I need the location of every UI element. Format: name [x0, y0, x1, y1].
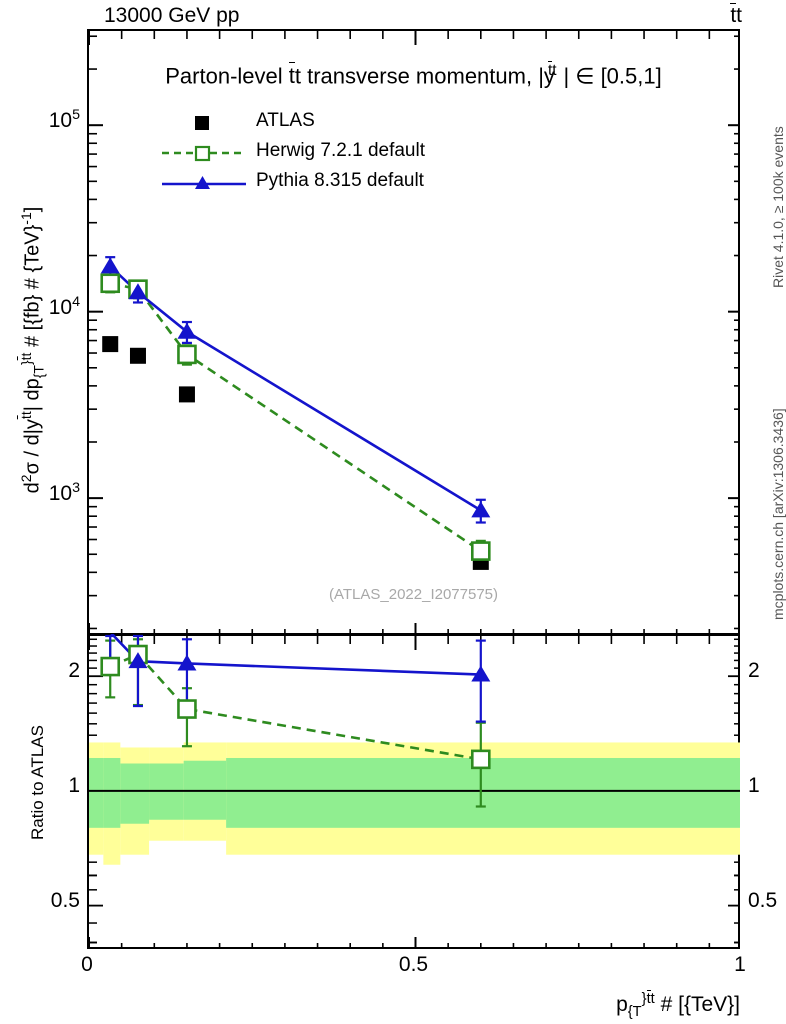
y-tick-label-main-1: 104 [48, 293, 80, 319]
mcplots-caption: mcplots.cern.ch [arXiv:1306.3436] [770, 408, 786, 620]
ratio-series-line-0 [109, 652, 482, 761]
y-tick-label-main-2: 105 [48, 107, 80, 133]
datapoint-main-0-0 [102, 336, 119, 353]
y-tick-label-ratio-2: 2 [68, 659, 80, 683]
uncertainty-band-inner-5 [226, 757, 740, 828]
y-tick-label-ratio-0: 0.5 [50, 888, 80, 912]
datapoint-main-1-0 [100, 273, 121, 294]
legend-label-pythia: Pythia 8.315 default [256, 170, 424, 191]
y-tick-label-ratio-right-1: 1 [748, 773, 760, 797]
datapoint-ratio-0-3 [470, 749, 491, 770]
datapoint-main-2-2 [177, 322, 197, 339]
legend-marker-herwig [162, 145, 246, 162]
y-tick-label-main-0: 103 [48, 480, 80, 506]
y-axis-title-main: d2σ / d|yt t| dp{T}t t # [{fb} # {TeV}-1] [17, 206, 47, 494]
legend-marker-pythia [162, 176, 246, 189]
uncertainty-band-inner-1 [103, 757, 121, 828]
series-line-2 [109, 265, 482, 512]
ratio-plot-svg [88, 634, 740, 949]
ratio-plot-panel [87, 634, 740, 949]
beam-energy-label: 13000 GeV pp [104, 4, 240, 27]
datapoint-main-1-3 [470, 541, 491, 561]
y-tick-label-ratio-right-0: 0.5 [748, 888, 778, 912]
y-tick-label-ratio-1: 1 [68, 773, 80, 797]
x-tick-label-2: 1 [734, 953, 746, 976]
dataset-watermark: (ATLAS_2022_I2077575) [328, 586, 498, 603]
datapoint-main-1-2 [177, 344, 197, 365]
datapoint-ratio-1-1 [128, 652, 148, 669]
series-line-1 [109, 281, 482, 553]
ratio-series-line-1 [110, 634, 481, 676]
legend-marker-atlas [195, 116, 209, 130]
uncertainty-band-inner-0 [89, 757, 104, 828]
datapoint-main-2-0 [100, 257, 120, 274]
legend-label-herwig: Herwig 7.2.1 default [256, 140, 425, 161]
datapoint-ratio-1-3 [471, 665, 491, 682]
datapoint-main-0-2 [178, 386, 195, 403]
datapoint-main-2-1 [128, 283, 148, 300]
x-axis-title: p{T}t t # [{TeV}] [616, 989, 740, 1020]
x-tick-label-1: 0.5 [398, 953, 429, 976]
uncertainty-band-inner-2 [120, 763, 150, 824]
datapoint-ratio-0-0 [100, 656, 121, 677]
datapoint-main-0-1 [129, 347, 146, 364]
x-tick-label-0: 0 [81, 953, 93, 976]
main-plot-svg [88, 31, 740, 635]
y-tick-label-ratio-right-2: 2 [748, 659, 760, 683]
datapoint-main-2-3 [471, 501, 491, 518]
datapoint-ratio-1-2 [177, 654, 197, 671]
datapoint-ratio-0-2 [177, 699, 197, 719]
legend-label-atlas: ATLAS [256, 110, 315, 131]
rivet-version-caption: Rivet 4.1.0, ≥ 100k events [770, 126, 786, 288]
